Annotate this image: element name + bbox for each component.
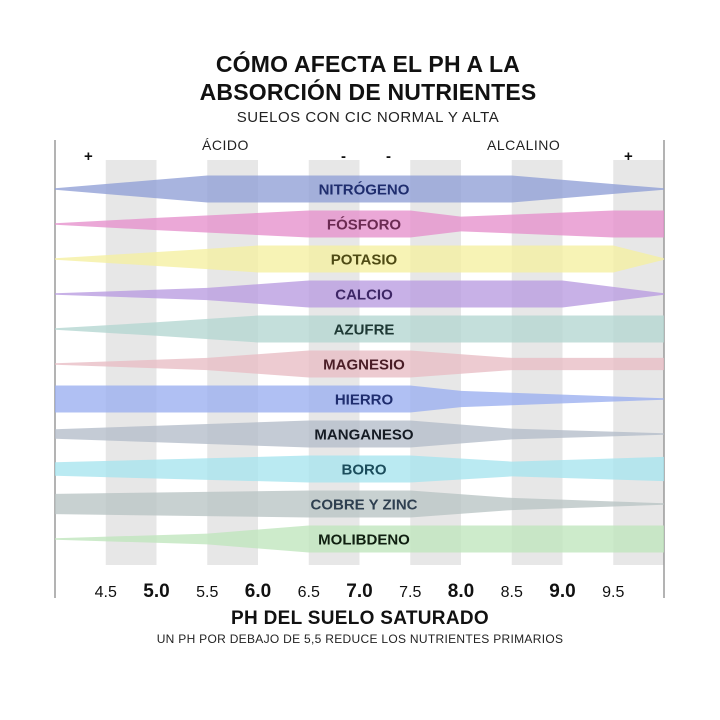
band-manganeso bbox=[55, 420, 664, 448]
neutral-minus-marker-right: - bbox=[386, 148, 391, 165]
band-magnesio bbox=[55, 350, 664, 378]
band-calcio bbox=[55, 280, 664, 308]
x-tick-label: 5.0 bbox=[143, 581, 169, 602]
band-label-potasio: POTASIO bbox=[331, 252, 398, 269]
band-nitrogeno bbox=[55, 175, 664, 203]
x-tick-label: 7.5 bbox=[399, 584, 421, 601]
x-axis-label: PH DEL SUELO SATURADO bbox=[231, 608, 489, 629]
alkaline-region-label: ALCALINO bbox=[487, 137, 561, 153]
chart-footnote: UN PH POR DEBAJO DE 5,5 REDUCE LOS NUTRI… bbox=[156, 632, 564, 646]
x-tick-label: 5.5 bbox=[196, 584, 218, 601]
alkaline-plus-marker: + bbox=[624, 148, 633, 165]
neutral-minus-marker-left: - bbox=[341, 148, 346, 165]
band-molibdeno bbox=[55, 525, 664, 553]
band-hierro bbox=[55, 385, 664, 413]
chart-title-line-1: CÓMO AFECTA EL PH A LA bbox=[215, 51, 521, 77]
chart-subtitle: SUELOS CON CIC NORMAL Y ALTA bbox=[236, 109, 500, 126]
band-label-cobre-y-zinc: COBRE Y ZINC bbox=[311, 497, 418, 514]
x-tick-label: 7.0 bbox=[346, 581, 372, 602]
chart-title-line-2: ABSORCIÓN DE NUTRIENTES bbox=[199, 79, 537, 105]
x-tick-label: 9.5 bbox=[602, 584, 624, 601]
band-azufre bbox=[55, 315, 664, 343]
x-tick-label: 8.0 bbox=[448, 581, 474, 602]
acid-region-label: ÁCIDO bbox=[202, 137, 249, 153]
x-tick-label: 6.5 bbox=[298, 584, 320, 601]
band-label-azufre: AZUFRE bbox=[334, 322, 395, 339]
band-potasio bbox=[55, 245, 664, 273]
band-cobre-y-zinc bbox=[55, 490, 664, 518]
band-boro bbox=[55, 455, 664, 483]
x-tick-label: 8.5 bbox=[501, 584, 523, 601]
x-tick-label: 9.0 bbox=[549, 581, 575, 602]
band-label-fosforo: FÓSFORO bbox=[327, 216, 401, 234]
band-label-calcio: CALCIO bbox=[335, 287, 393, 304]
x-tick-label: 6.0 bbox=[245, 581, 271, 602]
band-label-hierro: HIERRO bbox=[335, 392, 394, 409]
x-tick-label: 4.5 bbox=[95, 584, 117, 601]
acid-plus-marker: + bbox=[84, 148, 93, 165]
band-label-magnesio: MAGNESIO bbox=[323, 357, 405, 374]
band-label-boro: BORO bbox=[342, 462, 387, 479]
band-label-molibdeno: MOLIBDENO bbox=[318, 532, 410, 549]
band-label-manganeso: MANGANESO bbox=[314, 427, 414, 444]
band-fosforo bbox=[55, 210, 664, 238]
band-label-nitrogeno: NITRÓGENO bbox=[319, 181, 410, 199]
